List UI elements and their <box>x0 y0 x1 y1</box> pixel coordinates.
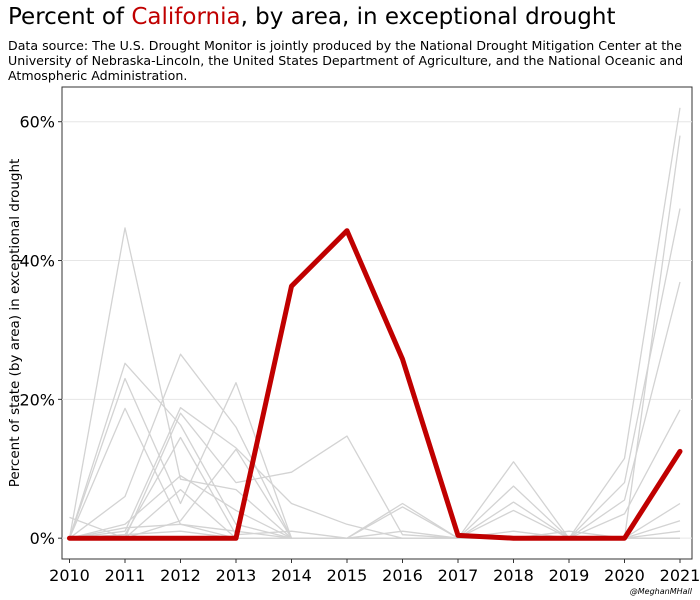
chart-subtitle: Data source: The U.S. Drought Monitor is… <box>8 38 684 83</box>
y-tick-label-1: 20% <box>19 390 55 409</box>
x-tick-label-5: 2015 <box>327 566 368 585</box>
x-tick-label-1: 2011 <box>105 566 146 585</box>
x-tick-label-0: 2010 <box>49 566 90 585</box>
chart-title: Percent of California, by area, in excep… <box>8 4 616 30</box>
title-suffix: , by area, in exceptional drought <box>240 4 616 30</box>
highlight-series-group <box>67 228 683 541</box>
author-credit: @MeghanMHall <box>629 587 692 596</box>
x-tick-label-11: 2021 <box>660 566 700 585</box>
x-tick-label-9: 2019 <box>549 566 590 585</box>
x-axis: 2010 2011 2012 2013 2014 2015 2016 2017 2018 2019… <box>49 559 700 585</box>
x-tick-label-8: 2018 <box>493 566 534 585</box>
y-tick-label-3: 60% <box>19 113 55 132</box>
x-tick-label-6: 2016 <box>382 566 423 585</box>
x-tick-label-2: 2012 <box>160 566 201 585</box>
y-tick-label-2: 40% <box>19 252 55 271</box>
x-tick-label-7: 2017 <box>438 566 479 585</box>
x-tick-label-3: 2013 <box>216 566 257 585</box>
title-prefix: Percent of <box>8 4 132 30</box>
y-axis: 0% 20% 40% 60% <box>19 113 62 548</box>
background-series-line-10 <box>69 448 681 539</box>
california-series-line <box>67 228 683 541</box>
x-tick-label-4: 2014 <box>271 566 312 585</box>
y-axis-label: Percent of state (by area) in exceptiona… <box>7 159 23 488</box>
y-tick-label-0: 0% <box>30 529 55 548</box>
title-highlight-state: California <box>131 4 241 30</box>
plot-panel <box>61 86 693 560</box>
x-tick-label-10: 2020 <box>604 566 645 585</box>
